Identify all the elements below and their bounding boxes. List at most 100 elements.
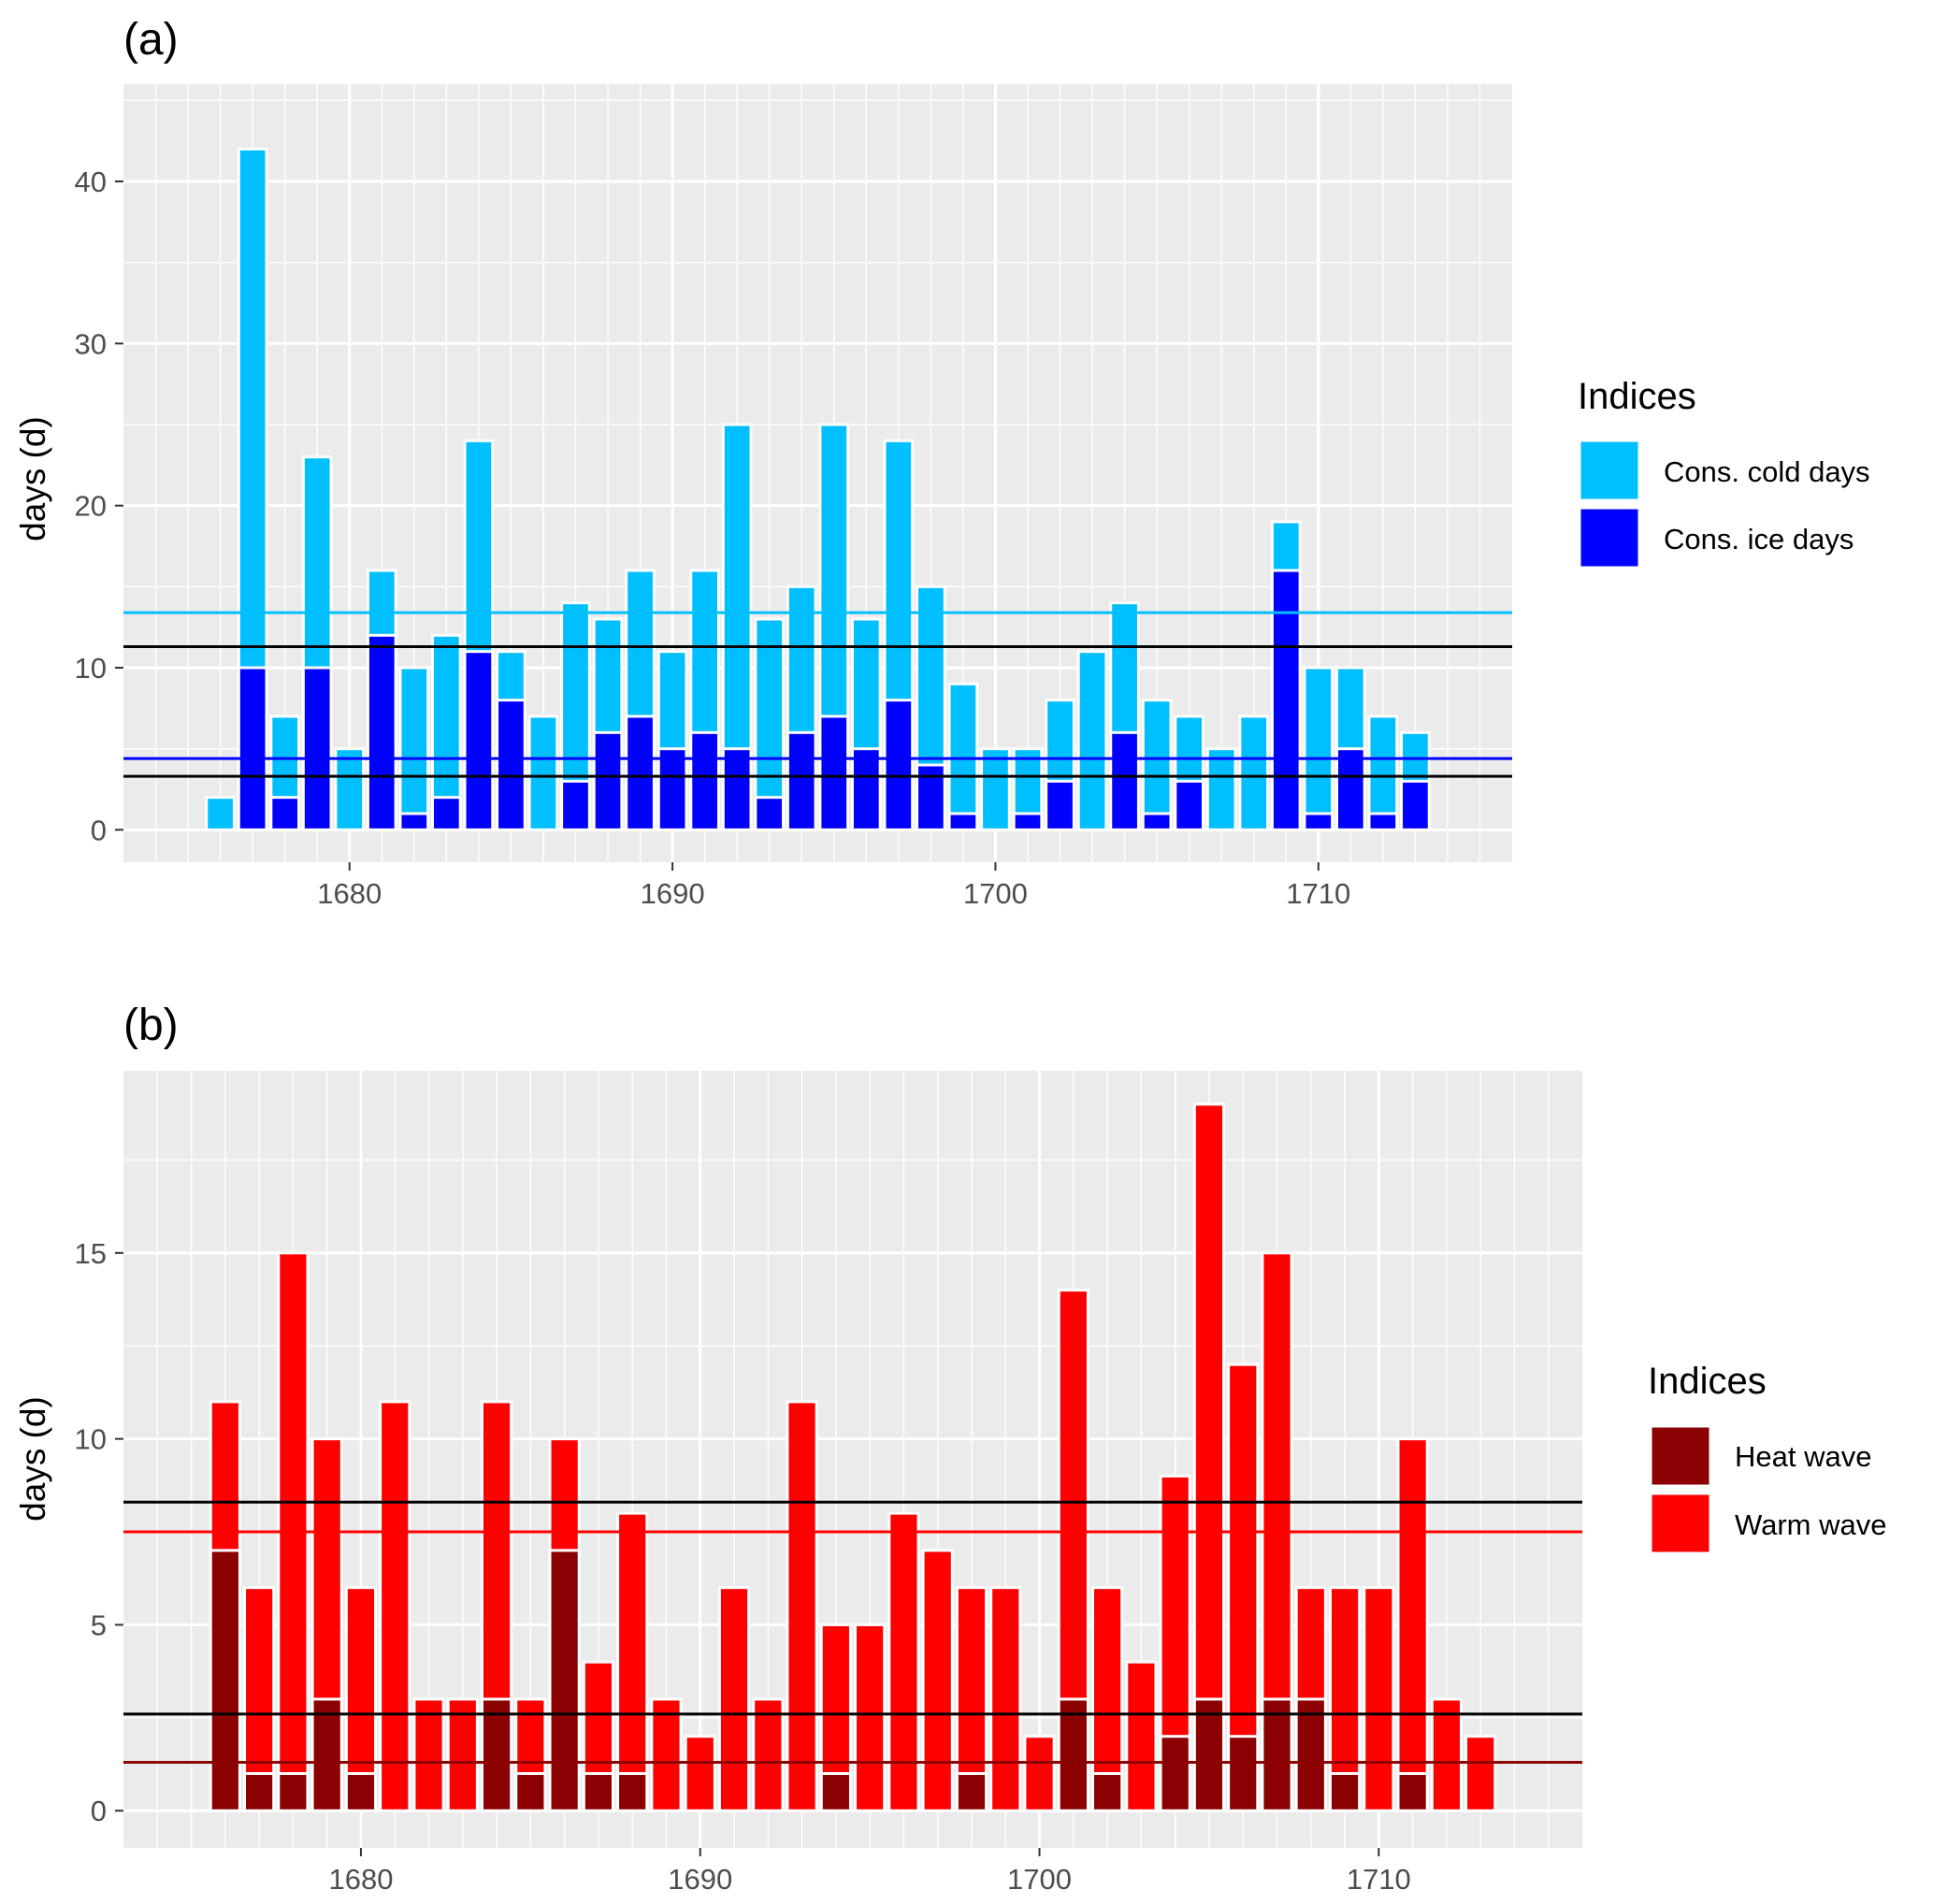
legend-key-cons-cold-days (1578, 439, 1641, 502)
bar-cons-cold-days-1707 (1205, 747, 1237, 831)
legend-label-heat-wave: Heat wave (1735, 1440, 1871, 1473)
bar-warm-wave-1691 (717, 1586, 751, 1812)
bar-cons-ice-days-1712 (1367, 812, 1399, 831)
x-tick-label: 1700 (1007, 1863, 1072, 1896)
bar-cons-ice-days-1706 (1174, 779, 1205, 831)
bar-cons-ice-days-1705 (1141, 812, 1173, 831)
bar-cons-ice-days-1692 (721, 747, 753, 831)
bar-heat-wave-1701 (1057, 1697, 1089, 1812)
bar-heat-wave-1705 (1192, 1697, 1226, 1812)
bar-heat-wave-1702 (1090, 1771, 1124, 1812)
bar-cons-ice-days-1713 (1400, 779, 1431, 831)
y-tick-label: 0 (91, 814, 107, 846)
y-tick-label: 5 (91, 1608, 107, 1641)
x-tick-label: 1680 (328, 1863, 393, 1896)
bar-heat-wave-1707 (1261, 1697, 1293, 1812)
bar-cons-cold-days-1699 (947, 682, 979, 831)
bar-warm-wave-1703 (1125, 1660, 1158, 1812)
bar-heat-wave-1686 (548, 1549, 581, 1812)
bar-cons-cold-days-1708 (1238, 714, 1270, 831)
bar-heat-wave-1680 (344, 1771, 378, 1812)
bar-heat-wave-1677 (243, 1771, 276, 1812)
legend-key-cons-ice-days (1578, 506, 1641, 570)
bar-cons-cold-days-1705 (1141, 699, 1173, 831)
legend-a-title: Indices (1578, 376, 1696, 417)
bar-warm-wave-1681 (379, 1400, 411, 1812)
panel-b-tag: (b) (123, 1001, 179, 1050)
legend-b-title: Indices (1648, 1361, 1767, 1402)
bar-warm-wave-1713 (1464, 1735, 1497, 1812)
y-tick-label: 40 (75, 166, 107, 198)
bar-heat-wave-1678 (277, 1771, 310, 1812)
y-tick-label: 30 (75, 327, 107, 360)
bar-warm-wave-1696 (887, 1511, 920, 1812)
legend-label-cons-cold-days: Cons. cold days (1664, 455, 1870, 488)
bar-cons-ice-days-1710 (1303, 812, 1334, 831)
bar-heat-wave-1709 (1328, 1771, 1362, 1812)
y-tick-label: 0 (91, 1795, 107, 1827)
bar-cons-ice-days-1677 (237, 666, 268, 831)
bar-warm-wave-1712 (1430, 1697, 1463, 1812)
bar-cons-ice-days-1701 (1012, 812, 1044, 831)
bar-warm-wave-1682 (412, 1697, 445, 1812)
bar-cons-ice-days-1685 (496, 699, 527, 831)
bar-cons-cold-days-1682 (398, 666, 430, 831)
x-tick-label: 1700 (963, 877, 1028, 910)
bar-cons-cold-days-1680 (334, 747, 366, 831)
y-tick-label: 20 (75, 490, 107, 523)
bar-warm-wave-1697 (921, 1549, 954, 1812)
bar-cons-cold-days-1686 (527, 714, 559, 831)
panel-a-legend: Indices Cons. cold days Cons. ice days (1578, 376, 1870, 570)
panel-a-y-axis-label: days (d) (14, 416, 52, 541)
bar-heat-wave-1676 (209, 1549, 241, 1812)
bar-cons-cold-days-1712 (1367, 714, 1399, 831)
bar-cons-ice-days-1681 (366, 633, 397, 831)
x-tick-label: 1690 (668, 1863, 732, 1896)
bar-warm-wave-1688 (616, 1511, 649, 1812)
bar-cons-ice-days-1689 (625, 714, 656, 831)
x-tick-label: 1710 (1347, 1863, 1411, 1896)
bar-cons-ice-days-1687 (560, 779, 591, 831)
bar-warm-wave-1695 (854, 1623, 887, 1812)
bar-cons-cold-days-1700 (980, 747, 1011, 831)
bar-cons-cold-days-1693 (754, 617, 786, 831)
legend-label-warm-wave: Warm wave (1735, 1508, 1886, 1541)
bar-cons-ice-days-1679 (301, 666, 333, 831)
bar-warm-wave-1693 (786, 1400, 818, 1812)
legend-label-cons-ice-days: Cons. ice days (1664, 523, 1854, 555)
bar-heat-wave-1711 (1396, 1771, 1429, 1812)
bar-cons-cold-days-1676 (205, 796, 236, 831)
bar-warm-wave-1690 (684, 1735, 716, 1812)
bar-cons-ice-days-1694 (786, 730, 817, 831)
legend-key-heat-wave (1649, 1424, 1712, 1488)
bar-warm-wave-1710 (1363, 1586, 1395, 1812)
bar-cons-ice-days-1683 (430, 796, 462, 831)
bar-cons-ice-days-1699 (947, 812, 979, 831)
bar-cons-ice-days-1693 (754, 796, 786, 831)
bar-cons-ice-days-1711 (1334, 747, 1366, 831)
bar-warm-wave-1692 (752, 1697, 785, 1812)
x-tick-label: 1680 (317, 877, 382, 910)
y-tick-label: 10 (75, 652, 107, 685)
x-tick-label: 1710 (1286, 877, 1350, 910)
x-tick-label: 1690 (641, 877, 705, 910)
bar-cons-ice-days-1709 (1270, 569, 1302, 831)
bar-cons-ice-days-1678 (269, 796, 301, 831)
bar-cons-ice-days-1691 (689, 730, 720, 831)
bar-cons-ice-days-1696 (850, 747, 882, 831)
bar-cons-ice-days-1690 (656, 747, 688, 831)
bar-warm-wave-1699 (989, 1586, 1022, 1812)
bar-cons-cold-days-1703 (1076, 650, 1108, 831)
bar-warm-wave-1689 (650, 1697, 683, 1812)
bar-heat-wave-1706 (1227, 1735, 1260, 1812)
bar-cons-cold-days-1710 (1303, 666, 1334, 831)
bar-cons-ice-days-1695 (818, 714, 850, 831)
bar-cons-ice-days-1704 (1109, 730, 1140, 831)
bar-cons-ice-days-1702 (1045, 779, 1075, 831)
bar-warm-wave-1683 (446, 1697, 479, 1812)
bar-cons-ice-days-1697 (883, 699, 915, 831)
bar-heat-wave-1708 (1294, 1697, 1327, 1812)
panel-b-legend: Indices Heat wave Warm wave (1648, 1361, 1886, 1555)
legend-key-warm-wave (1649, 1492, 1712, 1555)
